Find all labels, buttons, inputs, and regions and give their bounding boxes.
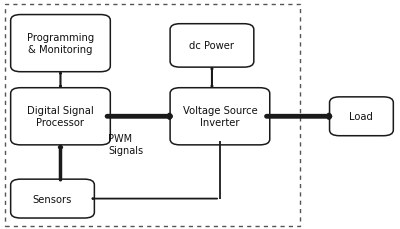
- Text: Voltage Source
Inverter: Voltage Source Inverter: [182, 106, 257, 128]
- Text: Programming
& Monitoring: Programming & Monitoring: [27, 33, 94, 55]
- FancyBboxPatch shape: [170, 88, 270, 145]
- FancyBboxPatch shape: [11, 88, 110, 145]
- FancyBboxPatch shape: [170, 25, 254, 68]
- Text: dc Power: dc Power: [190, 41, 234, 51]
- FancyBboxPatch shape: [330, 97, 393, 136]
- Text: PWM
Signals: PWM Signals: [108, 133, 144, 155]
- Text: Load: Load: [350, 112, 373, 122]
- Text: Sensors: Sensors: [33, 194, 72, 204]
- FancyBboxPatch shape: [11, 179, 94, 218]
- FancyBboxPatch shape: [11, 16, 110, 72]
- Text: Digital Signal
Processor: Digital Signal Processor: [27, 106, 94, 128]
